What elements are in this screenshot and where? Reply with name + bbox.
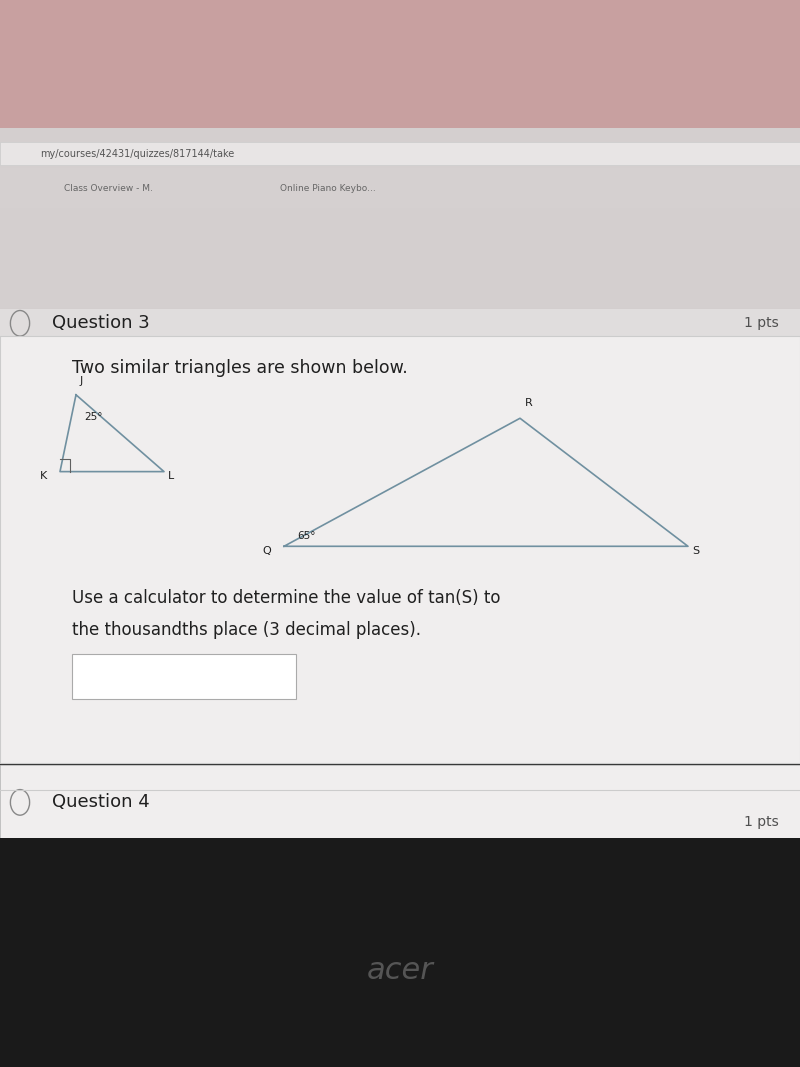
Text: Q: Q [262,545,271,556]
Text: Two similar triangles are shown below.: Two similar triangles are shown below. [72,360,408,377]
Text: 1 pts: 1 pts [744,814,778,829]
Text: K: K [40,471,47,481]
Text: 65°: 65° [297,531,315,541]
FancyBboxPatch shape [0,309,800,336]
FancyBboxPatch shape [0,0,800,128]
Text: Question 3: Question 3 [52,315,150,332]
Text: Question 4: Question 4 [52,794,150,811]
Text: Class Overview - M.: Class Overview - M. [64,185,153,193]
Text: acer: acer [366,956,434,986]
Text: L: L [168,471,174,481]
Text: 1 pts: 1 pts [744,316,778,331]
Text: my/courses/42431/quizzes/817144/take: my/courses/42431/quizzes/817144/take [40,148,234,159]
Text: Use a calculator to determine the value of tan(S) to: Use a calculator to determine the value … [72,589,501,606]
Text: S: S [692,545,699,556]
Text: the thousandths place (3 decimal places).: the thousandths place (3 decimal places)… [72,621,421,638]
Text: R: R [525,398,533,408]
FancyBboxPatch shape [0,142,800,165]
FancyBboxPatch shape [0,765,800,838]
FancyBboxPatch shape [0,838,800,1067]
FancyBboxPatch shape [0,168,800,208]
FancyBboxPatch shape [0,309,800,763]
Text: Online Piano Keybo...: Online Piano Keybo... [280,185,376,193]
FancyBboxPatch shape [72,654,296,699]
Text: 25°: 25° [84,412,102,421]
FancyBboxPatch shape [0,128,800,320]
Text: J: J [79,377,82,386]
